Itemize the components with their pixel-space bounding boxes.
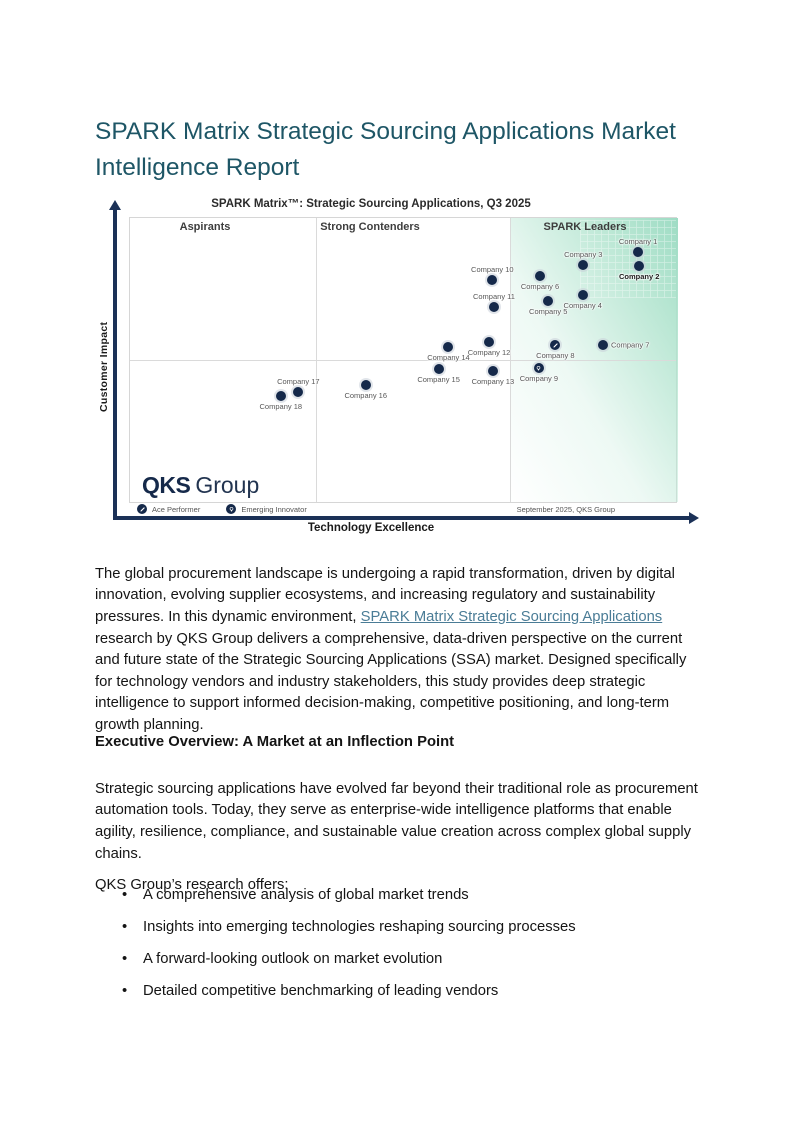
- company-point: Company 14: [427, 342, 470, 362]
- emerging-innovator-icon: [535, 365, 542, 372]
- section-heading-executive-overview: Executive Overview: A Market at an Infle…: [95, 734, 455, 750]
- intro-paragraph: The global procurement landscape is unde…: [95, 564, 707, 737]
- company-label: Company 2: [618, 271, 660, 281]
- company-point: Company 15: [417, 364, 460, 384]
- chart-legend: Ace Performer Emerging Innovator: [137, 504, 307, 514]
- company-label: Company 8: [536, 351, 575, 361]
- list-item: Insights into emerging technologies resh…: [95, 917, 707, 939]
- company-label: Company 1: [618, 236, 658, 246]
- company-label: Company 17: [277, 377, 320, 387]
- spark-matrix-link[interactable]: SPARK Matrix Strategic Sourcing Applicat…: [360, 608, 663, 625]
- company-label: Company 18: [259, 402, 303, 412]
- overview-paragraph: Strategic sourcing applications have evo…: [95, 780, 698, 862]
- company-point: Company 5: [529, 295, 567, 316]
- ace-performer-icon: [552, 342, 559, 349]
- company-point: Company 17: [277, 377, 320, 398]
- legend-item-ace-performer: Ace Performer: [137, 504, 200, 514]
- quadrant-label-spark-leaders: SPARK Leaders: [543, 221, 627, 233]
- company-label: Company 11: [472, 292, 515, 302]
- paragraph-text: research by QKS Group delivers a compreh…: [95, 630, 687, 733]
- company-point: Company 12: [468, 336, 510, 357]
- company-point: Company 2: [619, 260, 659, 281]
- x-axis-label: Technology Excellence: [307, 522, 435, 534]
- company-label: Company 14: [427, 353, 470, 363]
- list-item: A comprehensive analysis of global marke…: [95, 885, 707, 907]
- company-label: Company 6: [520, 281, 560, 291]
- chart-footnote: September 2025, QKS Group: [516, 505, 615, 514]
- company-label: Company 4: [563, 301, 602, 311]
- company-point: Company 6: [521, 270, 559, 291]
- company-point: Company 4: [564, 290, 602, 310]
- company-point: Company 9: [520, 363, 558, 383]
- company-label: Company 12: [467, 347, 511, 357]
- logo-text-regular: Group: [195, 472, 260, 498]
- company-point: Company 18: [260, 391, 302, 411]
- company-label: Company 10: [471, 264, 514, 274]
- page-title: SPARK Matrix Strategic Sourcing Applicat…: [95, 118, 676, 181]
- company-label: Company 16: [344, 390, 387, 400]
- chart-title: SPARK Matrix™: Strategic Sourcing Applic…: [211, 198, 531, 210]
- emerging-innovator-icon: [226, 504, 237, 514]
- legend-label: Ace Performer: [152, 504, 201, 514]
- y-axis-line: [113, 209, 117, 518]
- x-axis-arrow-icon: [689, 512, 699, 524]
- company-label: Company 7: [611, 340, 650, 350]
- quadrant-label-aspirants: Aspirants: [179, 221, 231, 233]
- company-point: Company 11: [473, 292, 515, 313]
- x-axis-line: [113, 516, 689, 520]
- company-point: Company 3: [564, 250, 602, 271]
- qks-group-logo: QKS Group: [142, 472, 259, 499]
- list-item: A forward-looking outlook on market evol…: [95, 949, 707, 971]
- company-point: Company 8: [536, 340, 575, 360]
- company-point: Company 1: [619, 237, 657, 257]
- list-item: Detailed competitive benchmarking of lea…: [95, 981, 707, 1003]
- company-label: Company 13: [471, 376, 515, 386]
- company-point: Company 10: [471, 265, 514, 285]
- quadrant-divider-horizontal: [130, 360, 676, 361]
- legend-item-emerging-innovator: Emerging Innovator: [226, 504, 307, 514]
- legend-label: Emerging Innovator: [241, 504, 307, 514]
- company-label: Company 15: [417, 375, 460, 385]
- company-label: Company 9: [519, 374, 559, 383]
- chart-plot-area: [129, 217, 678, 503]
- research-offers-list: A comprehensive analysis of global marke…: [95, 885, 707, 1013]
- paragraph-text: The global procurement landscape is unde…: [95, 565, 675, 625]
- company-point: Company 7: [598, 339, 649, 350]
- company-label: Company 5: [529, 306, 568, 316]
- quadrant-label-strong-contenders: Strong Contenders: [320, 221, 420, 233]
- company-label: Company 3: [564, 250, 603, 260]
- y-axis-arrow-icon: [109, 200, 121, 210]
- company-point: Company 13: [472, 365, 514, 386]
- logo-text-bold: QKS: [142, 472, 191, 498]
- circuit-pattern-decoration: [580, 220, 676, 298]
- ace-performer-icon: [137, 504, 147, 514]
- y-axis-label: Customer Impact: [98, 321, 110, 413]
- company-point: Company 16: [344, 379, 387, 400]
